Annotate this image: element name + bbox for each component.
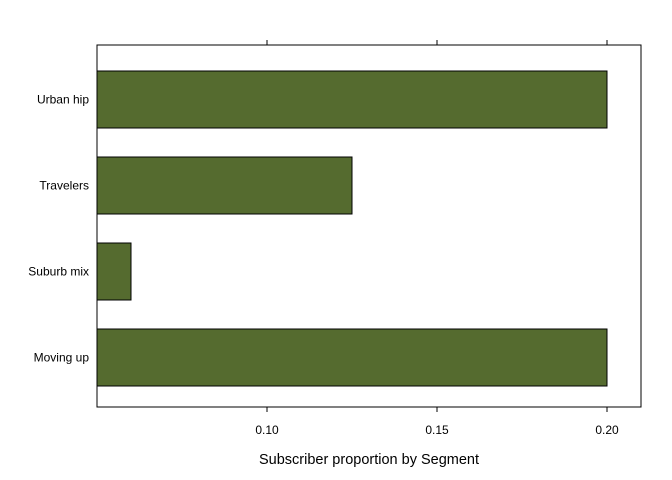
bar-travelers — [96, 156, 353, 215]
category-label: Travelers — [39, 179, 89, 193]
bar-moving-up — [96, 328, 608, 387]
category-label: Urban hip — [37, 93, 89, 107]
x-tick-label: 0.10 — [255, 423, 279, 437]
x-axis-title: Subscriber proportion by Segment — [259, 452, 479, 468]
category-label: Suburb mix — [28, 265, 89, 279]
bar-suburb-mix — [96, 242, 132, 301]
x-tick-label: 0.15 — [425, 423, 449, 437]
bar-urban-hip — [96, 70, 608, 129]
x-axis: 0.10 0.15 0.20 — [255, 40, 619, 437]
plot-frame — [96, 44, 642, 408]
y-axis: Moving up Suburb mix Travelers Urban hip — [28, 93, 89, 365]
x-tick-label: 0.20 — [595, 423, 619, 437]
bars-group — [96, 70, 608, 387]
category-label: Moving up — [34, 351, 90, 365]
